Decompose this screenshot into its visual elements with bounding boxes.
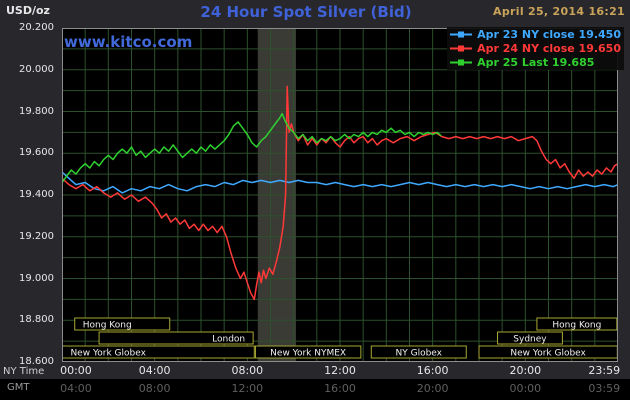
gmt-axis-label: GMT: [7, 382, 30, 393]
y-tick-label: 19.800: [19, 105, 54, 117]
legend-label: Apr 23 NY close 19.450: [477, 28, 621, 41]
xaxis-gmt-tick-label: 12:00: [231, 382, 264, 395]
xaxis-ny-tick-label: 00:00: [60, 364, 92, 377]
session-label: Hong Kong: [552, 321, 601, 331]
session-box: [98, 331, 254, 345]
session-label: New York NYMEX: [270, 349, 346, 359]
xaxis-ny-tick-label: 16:00: [416, 364, 449, 377]
session-label: Sydney: [513, 335, 547, 345]
legend-marker-icon: [450, 45, 473, 52]
legend-row: Apr 23 NY close 19.450: [450, 28, 621, 41]
series-line-apr-25: [62, 112, 442, 184]
unit-label: USD/oz: [6, 4, 50, 17]
xaxis-gmt-tick-label: 20:00: [416, 382, 449, 395]
x-axis-ny: 00:00 04:00 08:00 12:00 16:00 20:00 23:59: [60, 364, 621, 378]
session-box: [74, 317, 171, 331]
session-box: [370, 345, 467, 359]
session-box: [536, 317, 618, 331]
gmt-strip: GMT 04:00 08:00 12:00 16:00 20:00 00:00 03:59: [0, 379, 630, 400]
y-tick-label: 19.200: [19, 230, 54, 242]
page-title: 24 Hour Spot Silver (Bid): [200, 3, 412, 21]
xaxis-gmt-tick-label: 00:00: [509, 382, 542, 395]
y-tick-label: 18.800: [19, 314, 54, 326]
legend-marker-icon: [450, 59, 473, 66]
plot-frame: [62, 28, 618, 362]
session-box: [254, 345, 362, 359]
session-label: Hong Kong: [83, 321, 132, 331]
session-label: NY Globex: [396, 349, 443, 359]
legend-label: Apr 25 Last 19.685: [477, 56, 595, 69]
legend-row: Apr 24 NY close 19.650: [450, 42, 621, 55]
legend-row: Apr 25 Last 19.685: [450, 56, 621, 69]
y-tick-label: 19.400: [19, 189, 54, 200]
ny-time-axis-label: NY Time: [3, 366, 45, 377]
legend: Apr 23 NY close 19.450 Apr 24 NY close 19…: [447, 27, 624, 70]
y-tick-label: 18.600: [19, 356, 54, 367]
session-box: [497, 331, 563, 345]
session-label: New York Globex: [70, 349, 146, 359]
x-axis-gmt: 04:00 08:00 12:00 16:00 20:00 00:00 03:59: [60, 382, 621, 396]
xaxis-ny-tick-label: 08:00: [231, 364, 264, 377]
y-tick-label: 20.200: [19, 22, 54, 33]
y-axis: 20.200 20.000 19.800 19.600 19.400 19.200 19.0…: [0, 0, 58, 380]
legend-label: Apr 24 NY close 19.650: [477, 42, 621, 55]
xaxis-ny-tick-label: 20:00: [509, 364, 542, 377]
xaxis-gmt-tick-label: 08:00: [138, 382, 171, 395]
xaxis-ny-tick-label: 23:59: [588, 364, 621, 377]
xaxis-gmt-tick-label: 03:59: [588, 382, 621, 395]
session-label: New York Globex: [510, 349, 586, 359]
plot-area: Hong Kong Hong Kong London Sydney New York G…: [62, 28, 618, 362]
series-line-apr-24: [62, 85, 618, 301]
y-tick-label: 20.000: [19, 63, 54, 75]
xaxis-gmt-tick-label: 04:00: [60, 382, 92, 395]
session-label: London: [212, 335, 245, 345]
y-tick-label: 19.000: [19, 272, 54, 284]
datetime-label: April 25, 2014 16:21: [493, 5, 625, 18]
xaxis-gmt-tick-label: 16:00: [324, 382, 356, 395]
xaxis-ny-tick-label: 12:00: [324, 364, 356, 377]
legend-marker-icon: [450, 31, 473, 38]
xaxis-ny-tick-label: 04:00: [138, 364, 171, 377]
kitco-watermark-link[interactable]: www.kitco.com: [64, 33, 193, 51]
series-line-apr-23: [62, 171, 618, 194]
y-tick-label: 19.600: [19, 147, 54, 159]
